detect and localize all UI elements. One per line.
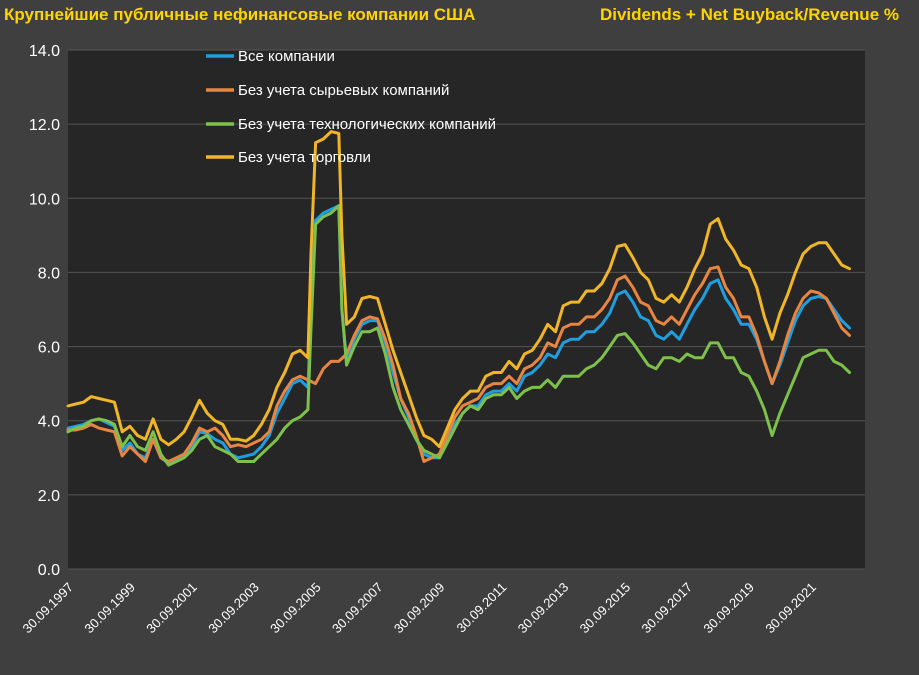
series-line-4 [66, 130, 851, 449]
chart-title: Крупнейшие публичные нефинансовые компан… [4, 5, 476, 24]
y-tick-label: 0.0 [38, 562, 60, 579]
x-tick-label: 30.09.2009 [391, 580, 448, 637]
x-tick-label: 30.09.1997 [19, 580, 76, 637]
series-line-3 [66, 204, 851, 467]
x-tick-label: 30.09.2001 [143, 580, 200, 637]
x-tick-label: 30.09.2007 [329, 580, 386, 637]
x-tick-label: 30.09.2011 [454, 580, 510, 636]
y-tick-label: 2.0 [38, 488, 60, 505]
y-tick-label: 4.0 [38, 414, 60, 431]
chart-subtitle: Dividends + Net Buyback/Revenue % [599, 5, 899, 24]
x-tick-label: 30.09.1999 [81, 580, 138, 637]
x-tick-label: 30.09.2019 [700, 580, 757, 637]
x-tick-label: 30.09.2005 [267, 580, 324, 637]
legend-label: Без учета торговли [238, 149, 371, 166]
y-tick-label: 6.0 [38, 340, 60, 357]
series-line-1 [66, 204, 851, 465]
y-tick-label: 14.0 [29, 43, 60, 60]
y-tick-label: 8.0 [38, 265, 60, 282]
x-tick-label: 30.09.2003 [205, 580, 262, 637]
y-tick-label: 12.0 [29, 117, 60, 134]
x-tick-label: 30.09.2013 [515, 580, 572, 637]
series-lines [66, 130, 851, 467]
legend: Все компании Без учета сырьевых компаний Б… [206, 48, 496, 166]
legend-label: Все компании [238, 48, 335, 65]
x-tick-label: 30.09.2015 [577, 580, 634, 637]
y-axis-ticks: 0.0 2.0 4.0 6.0 8.0 10.0 12.0 14.0 [29, 43, 60, 579]
legend-label: Без учета сырьевых компаний [238, 82, 449, 99]
series-line-2 [66, 265, 851, 463]
grid-lines [68, 49, 865, 570]
y-tick-label: 10.0 [29, 191, 60, 208]
x-tick-label: 30.09.2021 [762, 580, 819, 637]
legend-label: Без учета технологических компаний [238, 116, 496, 133]
x-tick-label: 30.09.2017 [639, 580, 696, 637]
x-axis-ticks: 30.09.1997 30.09.1999 30.09.2001 30.09.2003… [19, 580, 818, 637]
